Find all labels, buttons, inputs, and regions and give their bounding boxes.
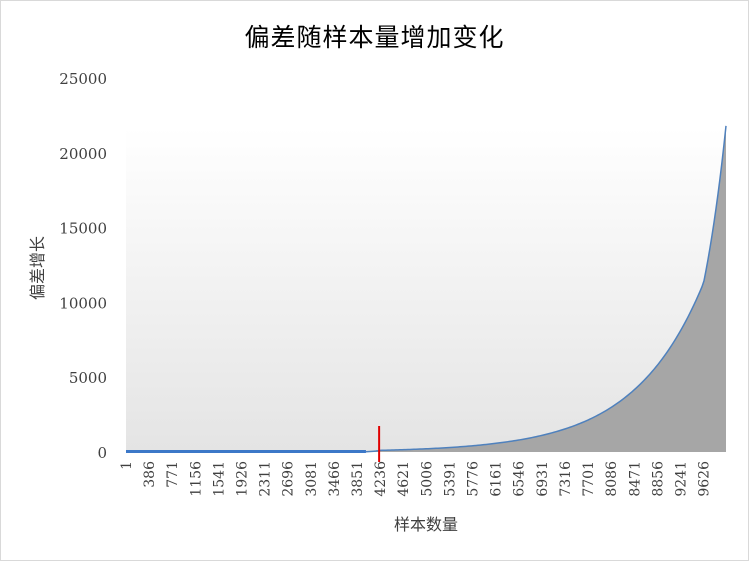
x-tick-label: 1 bbox=[119, 461, 135, 470]
x-tick-label: 2311 bbox=[258, 461, 274, 497]
x-tick-label: 8086 bbox=[604, 461, 620, 497]
x-tick-label: 3466 bbox=[327, 461, 343, 497]
x-tick-label: 4236 bbox=[373, 461, 389, 497]
y-axis-label: 偏差增长 bbox=[28, 236, 47, 300]
x-tick-label: 3851 bbox=[350, 461, 366, 497]
chart-title: 偏差随样本量增加变化 bbox=[244, 23, 505, 52]
x-tick-label: 3081 bbox=[304, 461, 320, 497]
x-tick-labels: 1 386 771 1156 1541 1926 2311 2696 3081 3466 3851 4… bbox=[119, 461, 713, 497]
x-tick-label: 4621 bbox=[396, 461, 412, 497]
line-layer bbox=[126, 125, 727, 453]
x-tick-label: 9626 bbox=[697, 461, 713, 497]
x-tick-label: 7701 bbox=[581, 461, 597, 497]
y-tick-label: 5000 bbox=[69, 369, 107, 387]
x-tick-label: 1156 bbox=[188, 461, 204, 497]
x-axis-label: 样本数量 bbox=[394, 515, 458, 534]
x-tick-label: 2696 bbox=[281, 461, 297, 497]
y-tick-label: 25000 bbox=[59, 70, 107, 88]
x-tick-label: 5391 bbox=[442, 461, 458, 497]
y-tick-label: 10000 bbox=[59, 294, 107, 312]
x-tick-label: 8856 bbox=[650, 461, 666, 497]
x-tick-label: 1926 bbox=[235, 461, 251, 497]
x-tick-label: 6546 bbox=[512, 461, 528, 497]
x-tick-label: 7316 bbox=[558, 461, 574, 497]
series-line bbox=[365, 125, 727, 453]
x-tick-label: 8471 bbox=[627, 461, 643, 497]
y-tick-label: 20000 bbox=[59, 145, 107, 163]
x-tick-label: 1541 bbox=[211, 461, 227, 497]
x-tick-label: 5776 bbox=[466, 461, 482, 497]
x-tick-label: 6161 bbox=[489, 461, 505, 497]
x-tick-label: 771 bbox=[165, 461, 181, 488]
y-tick-label: 0 bbox=[97, 444, 107, 462]
area-layer bbox=[365, 125, 726, 453]
series-area bbox=[365, 125, 726, 453]
y-tick-labels: 0 5000 10000 15000 20000 25000 bbox=[59, 70, 107, 462]
x-tick-label: 6931 bbox=[535, 461, 551, 497]
x-tick-label: 386 bbox=[142, 461, 158, 488]
x-tick-label: 9241 bbox=[673, 461, 689, 497]
x-tick-label: 5006 bbox=[419, 461, 435, 497]
y-tick-label: 15000 bbox=[59, 220, 107, 238]
